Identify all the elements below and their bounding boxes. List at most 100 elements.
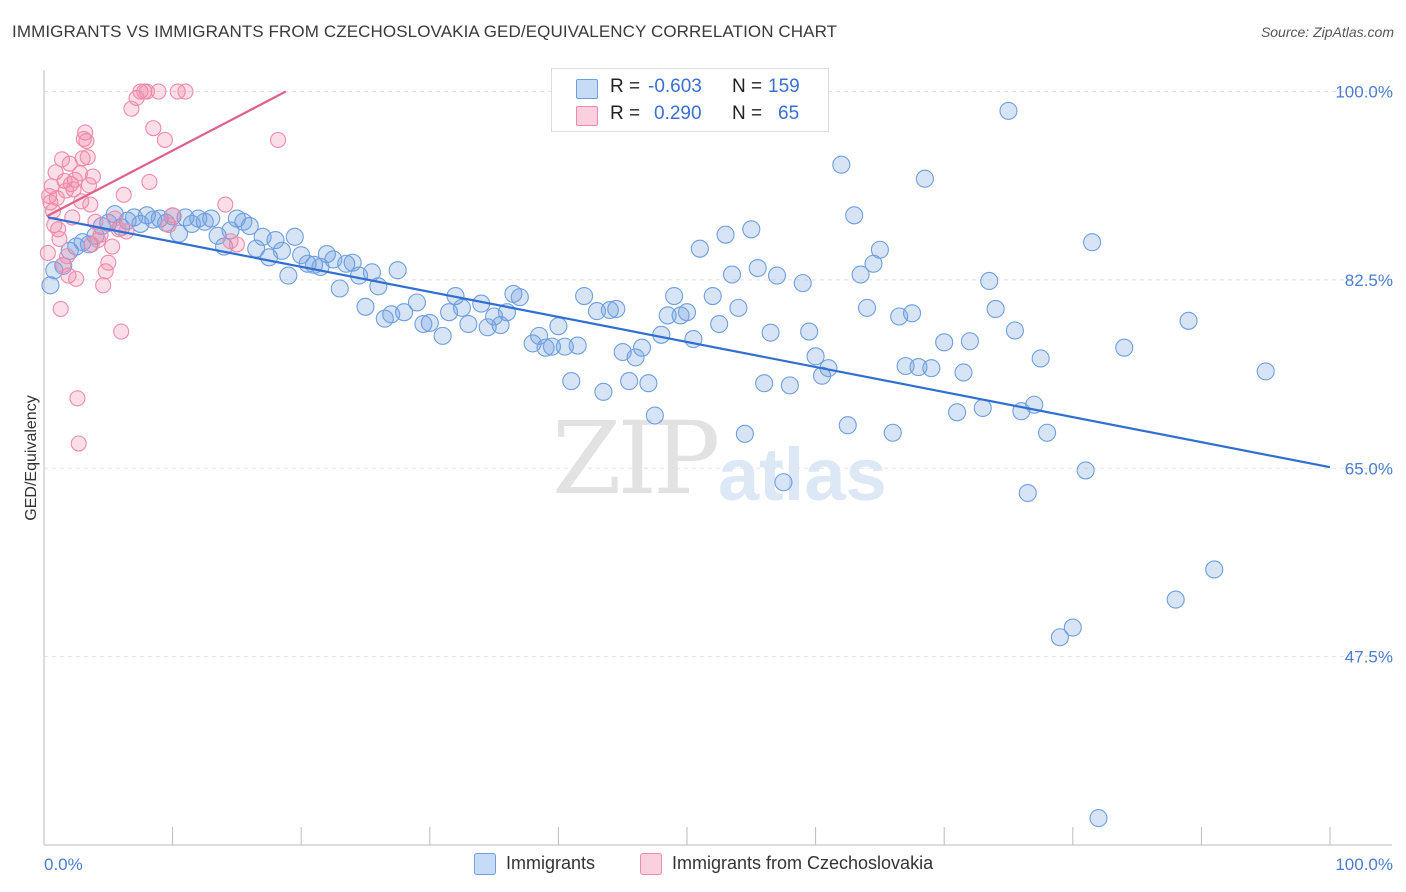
immigrants-point xyxy=(388,261,407,280)
legend-r-value: 0.290 xyxy=(654,103,702,124)
immigrants-point xyxy=(986,299,1005,319)
immigrants-point xyxy=(279,266,298,285)
czech-point xyxy=(79,149,96,166)
immigrants-point xyxy=(729,298,748,317)
immigrants-trend-line xyxy=(47,216,1331,469)
czech-point xyxy=(104,238,121,255)
czech-point xyxy=(59,248,76,265)
immigrants-point xyxy=(973,398,992,418)
immigrants-point xyxy=(780,376,799,395)
immigrants-point xyxy=(41,276,60,295)
legend-n-label: N = xyxy=(732,76,763,97)
czech-point xyxy=(75,130,92,147)
immigrants-point xyxy=(1050,628,1069,647)
y-tick-label: 65.0% xyxy=(1345,459,1393,478)
czech-point xyxy=(95,277,112,294)
czech-point xyxy=(66,171,83,188)
immigrants-point xyxy=(677,303,697,322)
grid-lines xyxy=(44,91,1392,658)
immigrants-point xyxy=(832,155,851,174)
immigrants-point xyxy=(1256,362,1275,381)
immigrants-point xyxy=(568,336,587,355)
immigrants-point xyxy=(954,363,973,382)
stats-legend: R = -0.603 N = 159 R = 0.290 N = 65 xyxy=(551,68,829,132)
czech-points xyxy=(39,83,287,452)
immigrants-point xyxy=(1018,483,1037,503)
czech-point xyxy=(84,168,101,185)
czech-trend-line xyxy=(46,90,287,218)
immigrants-point xyxy=(710,314,729,334)
immigrants-point xyxy=(530,326,549,345)
immigrants-point xyxy=(1179,311,1198,330)
immigrants-point xyxy=(761,323,780,342)
czech-point xyxy=(138,83,155,100)
immigrants-point xyxy=(902,304,922,323)
immigrants-point xyxy=(1089,809,1108,828)
immigrants-point xyxy=(845,206,864,225)
immigrants-point xyxy=(510,288,529,307)
immigrants-points xyxy=(41,101,1275,828)
chart-title: IMMIGRANTS VS IMMIGRANTS FROM CZECHOSLOV… xyxy=(12,22,838,41)
czech-point xyxy=(80,177,98,194)
immigrants-point xyxy=(665,286,684,306)
immigrants-point xyxy=(452,298,472,317)
immigrants-point xyxy=(272,241,291,260)
czech-point xyxy=(78,132,95,150)
immigrants-point xyxy=(600,300,619,320)
legend-n-value: 65 xyxy=(778,103,800,124)
czech-point xyxy=(217,196,234,213)
axes xyxy=(43,70,1392,846)
immigrants-point xyxy=(922,359,941,378)
legend-label-immigrants: Immigrants xyxy=(506,853,596,873)
watermark-atlas: atlas xyxy=(718,433,887,516)
immigrants-point xyxy=(767,266,787,285)
x-tick-label: 0.0% xyxy=(44,855,83,874)
czech-point xyxy=(177,83,194,100)
immigrants-point xyxy=(806,347,825,366)
immigrants-point xyxy=(575,286,594,306)
czech-point xyxy=(82,196,99,213)
y-tick-label: 82.5% xyxy=(1345,271,1393,290)
immigrants-point xyxy=(1205,560,1224,579)
immigrants-point xyxy=(594,382,613,401)
immigrants-point xyxy=(935,333,954,352)
legend-swatch-pink xyxy=(576,106,598,126)
legend-r-label: R = xyxy=(610,103,641,124)
immigrants-point xyxy=(607,299,626,319)
czech-point xyxy=(53,151,71,168)
immigrants-point xyxy=(774,473,793,492)
immigrants-point xyxy=(748,259,767,278)
immigrants-point xyxy=(1166,590,1185,609)
immigrants-point xyxy=(433,326,452,345)
tick-labels: 47.5% 65.0% 82.5% 100.0% 0.0% 100.0% GED/Equiv… xyxy=(23,83,1393,874)
czech-point xyxy=(160,216,177,234)
czech-point xyxy=(141,173,158,190)
series-legend: Immigrants Immigrants from Czechoslovaki… xyxy=(0,852,1406,878)
legend-swatch-blue xyxy=(576,79,598,99)
immigrants-point xyxy=(870,240,889,259)
immigrants-point xyxy=(716,225,735,244)
legend-n-label: N = xyxy=(732,103,763,124)
immigrants-point xyxy=(857,298,877,317)
immigrants-point xyxy=(542,337,562,356)
immigrants-point xyxy=(337,254,356,273)
immigrants-point xyxy=(240,217,259,236)
immigrants-point xyxy=(555,337,574,356)
immigrants-point xyxy=(1031,349,1050,368)
czech-point xyxy=(132,83,149,100)
czech-point xyxy=(51,230,68,248)
immigrants-point xyxy=(883,423,902,442)
czech-point xyxy=(228,236,245,253)
immigrants-point xyxy=(722,265,742,284)
immigrants-point xyxy=(459,314,478,334)
immigrants-point xyxy=(536,338,555,357)
x-tick-label: 100.0% xyxy=(1335,855,1393,874)
watermark-zip: ZIP xyxy=(552,400,720,517)
immigrants-point xyxy=(999,101,1018,120)
immigrants-point xyxy=(356,297,375,316)
y-axis-title: GED/Equivalency xyxy=(23,395,40,520)
immigrants-point xyxy=(266,231,285,250)
immigrants-point xyxy=(948,403,967,422)
immigrants-point xyxy=(632,338,652,357)
